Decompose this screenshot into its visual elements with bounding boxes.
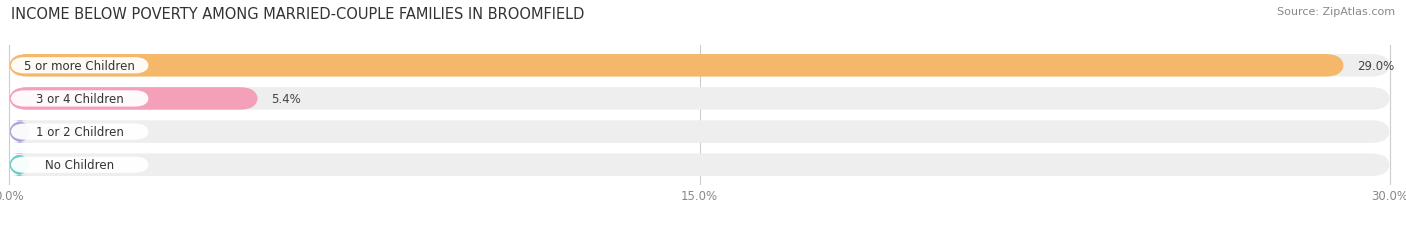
Text: 0.46%: 0.46% bbox=[45, 125, 82, 138]
FancyBboxPatch shape bbox=[10, 154, 30, 176]
FancyBboxPatch shape bbox=[10, 154, 1389, 176]
Text: Source: ZipAtlas.com: Source: ZipAtlas.com bbox=[1277, 7, 1395, 17]
Text: 5.4%: 5.4% bbox=[271, 93, 301, 106]
FancyBboxPatch shape bbox=[11, 91, 149, 107]
FancyBboxPatch shape bbox=[11, 157, 149, 173]
Text: INCOME BELOW POVERTY AMONG MARRIED-COUPLE FAMILIES IN BROOMFIELD: INCOME BELOW POVERTY AMONG MARRIED-COUPL… bbox=[11, 7, 585, 22]
FancyBboxPatch shape bbox=[10, 55, 1344, 77]
FancyBboxPatch shape bbox=[10, 88, 1389, 110]
FancyBboxPatch shape bbox=[10, 121, 31, 143]
FancyBboxPatch shape bbox=[10, 55, 1389, 77]
FancyBboxPatch shape bbox=[10, 121, 1389, 143]
Text: 29.0%: 29.0% bbox=[1358, 60, 1395, 73]
Text: 1 or 2 Children: 1 or 2 Children bbox=[35, 125, 124, 138]
FancyBboxPatch shape bbox=[11, 124, 149, 140]
FancyBboxPatch shape bbox=[10, 88, 257, 110]
Text: 5 or more Children: 5 or more Children bbox=[24, 60, 135, 73]
Text: No Children: No Children bbox=[45, 158, 114, 171]
Text: 0.43%: 0.43% bbox=[44, 158, 80, 171]
Text: 3 or 4 Children: 3 or 4 Children bbox=[37, 93, 124, 106]
FancyBboxPatch shape bbox=[11, 58, 149, 74]
